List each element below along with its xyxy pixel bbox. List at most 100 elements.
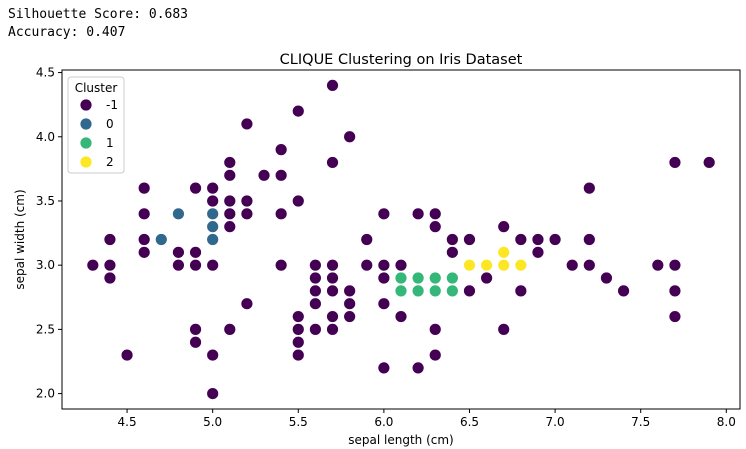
y-tick-label: 2.5 bbox=[36, 322, 55, 336]
legend-marker-2 bbox=[79, 155, 93, 169]
x-tick-label: 7.5 bbox=[631, 415, 650, 429]
data-point-cluster-2 bbox=[463, 258, 476, 272]
chart-title: CLIQUE Clustering on Iris Dataset bbox=[280, 52, 523, 68]
y-axis-ticks: 2.0 2.5 3.0 3.5 4.0 4.5 bbox=[36, 66, 62, 401]
legend-label-2: 2 bbox=[106, 155, 114, 169]
data-point-cluster--1 bbox=[411, 207, 425, 221]
data-point-cluster--1 bbox=[702, 156, 716, 169]
legend-label-1: 1 bbox=[106, 136, 114, 150]
data-point-cluster--1 bbox=[172, 245, 185, 259]
data-point-cluster--1 bbox=[514, 233, 528, 246]
y-tick-label: 2.0 bbox=[36, 387, 55, 401]
x-axis-ticks: 4.5 5.0 5.5 6.0 6.5 7.0 7.5 8.0 bbox=[118, 409, 736, 429]
points-layer bbox=[86, 79, 716, 400]
x-tick-label: 4.5 bbox=[118, 415, 137, 429]
data-point-cluster--1 bbox=[308, 284, 322, 298]
data-point-cluster--1 bbox=[326, 310, 339, 323]
data-point-cluster-0 bbox=[206, 220, 220, 234]
data-point-cluster--1 bbox=[565, 258, 579, 272]
data-point-cluster--1 bbox=[428, 322, 442, 336]
data-point-cluster--1 bbox=[291, 335, 305, 349]
x-tick-label: 6.0 bbox=[374, 415, 393, 429]
data-point-cluster--1 bbox=[240, 207, 254, 221]
y-tick-label: 3.5 bbox=[36, 194, 55, 208]
data-point-cluster--1 bbox=[428, 220, 442, 234]
data-point-cluster-2 bbox=[514, 258, 528, 272]
data-point-cluster--1 bbox=[103, 233, 117, 246]
data-point-cluster--1 bbox=[326, 322, 339, 336]
data-point-cluster-0 bbox=[206, 233, 220, 246]
data-point-cluster--1 bbox=[172, 258, 185, 272]
data-point-cluster--1 bbox=[103, 271, 117, 285]
data-point-cluster--1 bbox=[463, 284, 476, 298]
data-point-cluster--1 bbox=[274, 168, 288, 182]
data-point-cluster--1 bbox=[137, 233, 151, 246]
data-point-cluster--1 bbox=[377, 258, 391, 272]
data-point-cluster--1 bbox=[189, 181, 202, 195]
data-point-cluster--1 bbox=[189, 258, 202, 272]
data-point-cluster--1 bbox=[377, 361, 391, 375]
data-point-cluster--1 bbox=[206, 181, 220, 195]
data-point-cluster-0 bbox=[172, 207, 185, 221]
legend: Cluster -1 0 1 2 bbox=[67, 76, 125, 174]
data-point-cluster-1 bbox=[428, 271, 442, 285]
data-point-cluster--1 bbox=[394, 310, 408, 323]
x-tick-label: 7.0 bbox=[546, 415, 565, 429]
data-point-cluster--1 bbox=[223, 322, 237, 336]
data-point-cluster--1 bbox=[445, 233, 459, 246]
data-point-cluster--1 bbox=[497, 220, 511, 234]
data-point-cluster--1 bbox=[445, 245, 459, 259]
data-point-cluster--1 bbox=[308, 271, 322, 285]
data-point-cluster--1 bbox=[377, 271, 391, 285]
legend-marker--1 bbox=[79, 98, 93, 112]
data-point-cluster--1 bbox=[86, 258, 100, 272]
data-point-cluster--1 bbox=[394, 258, 408, 272]
data-point-cluster--1 bbox=[411, 361, 425, 375]
data-point-cluster--1 bbox=[582, 233, 596, 246]
data-point-cluster--1 bbox=[223, 168, 237, 182]
data-point-cluster--1 bbox=[274, 258, 288, 272]
data-point-cluster-2 bbox=[480, 258, 494, 272]
legend-label-0: 0 bbox=[106, 117, 114, 131]
data-point-cluster--1 bbox=[240, 117, 254, 131]
data-point-cluster--1 bbox=[223, 194, 237, 208]
data-point-cluster--1 bbox=[223, 207, 237, 221]
data-point-cluster--1 bbox=[206, 194, 220, 208]
data-point-cluster--1 bbox=[291, 310, 305, 323]
x-tick-label: 8.0 bbox=[717, 415, 736, 429]
data-point-cluster--1 bbox=[291, 104, 305, 118]
data-point-cluster-1 bbox=[394, 271, 408, 285]
data-point-cluster--1 bbox=[308, 258, 322, 272]
data-point-cluster--1 bbox=[326, 271, 339, 285]
data-point-cluster--1 bbox=[377, 297, 391, 311]
data-point-cluster--1 bbox=[206, 387, 220, 400]
data-point-cluster--1 bbox=[189, 322, 202, 336]
data-point-cluster--1 bbox=[480, 271, 494, 285]
legend-title: Cluster bbox=[75, 81, 118, 95]
data-point-cluster--1 bbox=[326, 156, 339, 169]
data-point-cluster--1 bbox=[343, 310, 357, 323]
x-tick-label: 5.5 bbox=[289, 415, 308, 429]
data-point-cluster--1 bbox=[291, 322, 305, 336]
y-tick-label: 4.5 bbox=[36, 66, 55, 80]
data-point-cluster--1 bbox=[343, 284, 357, 298]
data-point-cluster--1 bbox=[514, 284, 528, 298]
data-point-cluster--1 bbox=[428, 207, 442, 221]
y-axis-label: sepal width (cm) bbox=[13, 189, 27, 289]
data-point-cluster--1 bbox=[497, 322, 511, 336]
data-point-cluster--1 bbox=[308, 297, 322, 311]
data-point-cluster--1 bbox=[274, 143, 288, 157]
data-point-cluster--1 bbox=[257, 168, 271, 182]
data-point-cluster--1 bbox=[360, 233, 374, 246]
data-point-cluster--1 bbox=[531, 245, 545, 259]
data-point-cluster--1 bbox=[668, 310, 682, 323]
data-point-cluster--1 bbox=[120, 348, 134, 362]
data-point-cluster--1 bbox=[668, 258, 682, 272]
data-point-cluster--1 bbox=[548, 233, 562, 246]
data-point-cluster--1 bbox=[240, 297, 254, 311]
data-point-cluster--1 bbox=[103, 258, 117, 272]
x-tick-label: 6.5 bbox=[460, 415, 479, 429]
x-tick-label: 5.0 bbox=[203, 415, 222, 429]
data-point-cluster--1 bbox=[463, 233, 476, 246]
